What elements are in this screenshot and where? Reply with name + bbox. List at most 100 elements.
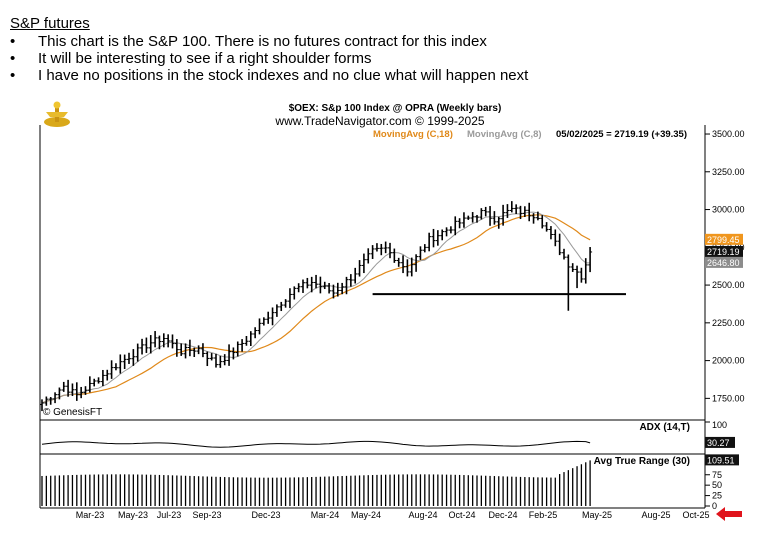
price-bar <box>161 333 166 348</box>
price-bar <box>196 345 201 355</box>
price-bar <box>301 279 305 293</box>
x-tick-label: Mar-23 <box>76 510 105 520</box>
price-bar <box>57 387 62 400</box>
x-tick-label: May-23 <box>118 510 148 520</box>
svg-text:2646.80: 2646.80 <box>707 258 740 268</box>
chart-title: $OEX: S&p 100 Index @ OPRA (Weekly bars) <box>289 103 502 114</box>
chart-site: www.TradeNavigator.com © 1999-2025 <box>274 114 484 128</box>
price-bar <box>253 327 258 339</box>
price-bar <box>453 216 458 236</box>
price-bar <box>183 343 188 359</box>
y-tick-label: 2000.00 <box>712 356 745 366</box>
price-bar <box>409 257 414 277</box>
price-bar <box>522 206 527 218</box>
price-bar <box>205 351 210 367</box>
price-bar <box>366 248 371 264</box>
x-tick-label: Aug-25 <box>641 510 670 520</box>
price-bar <box>122 354 127 369</box>
y-tick-label: 3500.00 <box>712 129 745 139</box>
price-bar <box>70 383 75 397</box>
price-bar <box>483 206 488 217</box>
x-tick-label: Sep-23 <box>192 510 221 520</box>
adx-tick-label: 100 <box>712 420 727 430</box>
price-bar <box>296 283 301 293</box>
value-tag: 2799.45 <box>705 233 743 245</box>
price-bar <box>287 288 292 309</box>
price-bar <box>379 243 384 256</box>
price-bar <box>200 343 205 358</box>
price-bar <box>488 206 493 226</box>
price-bar <box>575 265 580 289</box>
price-bar <box>544 222 549 232</box>
price-bar <box>448 226 453 234</box>
price-bar <box>222 354 227 366</box>
price-bar <box>148 335 153 354</box>
price-bar <box>66 379 71 397</box>
atr-value-tag: 109.51 <box>705 454 739 466</box>
price-bar <box>53 392 58 404</box>
price-bar <box>492 211 497 225</box>
price-bar <box>475 214 479 223</box>
x-tick-label: May-25 <box>582 510 612 520</box>
price-bar <box>283 299 288 308</box>
price-bar <box>40 399 44 412</box>
y-tick-label: 2500.00 <box>712 280 745 290</box>
price-bar <box>414 254 419 272</box>
price-bar <box>440 229 445 241</box>
value-tag: 2719.19 <box>705 245 743 257</box>
price-bar <box>479 208 484 220</box>
atr-label: Avg True Range (30) <box>594 456 690 467</box>
price-bar <box>505 204 510 218</box>
price-bar <box>270 307 275 326</box>
atr-tick-label: 75 <box>712 470 722 480</box>
price-bar <box>553 229 558 247</box>
adx-line <box>41 440 591 448</box>
price-bar <box>340 282 345 295</box>
price-bar <box>87 376 92 393</box>
price-bar <box>348 274 353 287</box>
price-bar <box>192 347 197 357</box>
svg-text:2719.19: 2719.19 <box>707 247 740 257</box>
price-bar <box>570 263 575 272</box>
price-bar <box>174 339 179 357</box>
price-bar <box>257 318 262 335</box>
price-bar <box>562 248 566 260</box>
price-bar <box>48 397 53 405</box>
price-bar <box>535 211 540 221</box>
price-bar <box>118 354 123 374</box>
price-bar <box>170 334 175 349</box>
price-bar <box>44 396 49 406</box>
price-bar <box>457 218 462 229</box>
note-bullet: This chart is the S&P 100. There is no f… <box>10 33 750 50</box>
price-bar <box>514 204 519 214</box>
svg-text:2799.45: 2799.45 <box>707 235 740 245</box>
notes-list: This chart is the S&P 100. There is no f… <box>10 33 750 84</box>
ma18-legend: MovingAvg (C,18) <box>373 129 453 140</box>
price-bar <box>431 228 436 248</box>
ma18-line <box>41 214 591 404</box>
price-bar <box>92 378 97 387</box>
price-bar <box>74 382 79 401</box>
price-bar <box>548 226 553 240</box>
price-bar <box>314 274 319 289</box>
price-bar <box>240 339 245 352</box>
svg-text:30.27: 30.27 <box>707 438 730 448</box>
adx-label: ADX (14,T) <box>639 422 690 433</box>
price-bar <box>227 344 232 366</box>
price-bar <box>531 213 536 224</box>
price-bar <box>96 377 101 384</box>
price-bar <box>157 335 162 350</box>
price-bar <box>266 311 271 324</box>
price-bar <box>318 276 323 294</box>
price-bar <box>583 258 588 284</box>
price-bar <box>418 246 423 260</box>
red-arrow-icon <box>716 507 742 521</box>
price-bar <box>235 341 240 357</box>
price-bar <box>153 331 158 348</box>
price-bar <box>527 202 532 222</box>
atr-tick-label: 25 <box>712 491 722 501</box>
price-bar <box>392 248 397 263</box>
price-bar <box>509 201 514 213</box>
price-bar <box>427 232 432 252</box>
